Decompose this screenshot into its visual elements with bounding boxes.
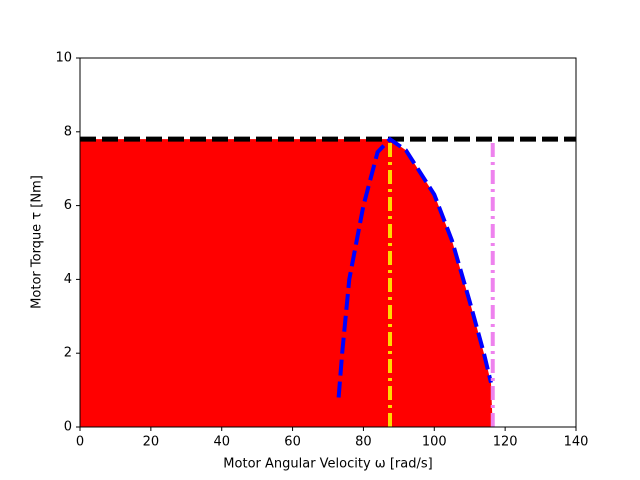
- y-tick-label: 0: [64, 420, 72, 435]
- x-tick-label: 60: [284, 435, 301, 450]
- x-tick-label: 100: [422, 435, 447, 450]
- x-tick-label: 140: [564, 435, 589, 450]
- plot-area: [80, 136, 576, 427]
- x-tick-label: 20: [143, 435, 160, 450]
- x-tick-label: 0: [76, 435, 84, 450]
- y-tick-label: 10: [55, 51, 72, 66]
- y-tick-label: 8: [64, 124, 72, 139]
- x-tick-label: 80: [355, 435, 372, 450]
- x-tick-label: 120: [493, 435, 518, 450]
- filled-area: [80, 139, 493, 427]
- y-tick-label: 2: [64, 346, 72, 361]
- x-axis-label: Motor Angular Velocity ω [rad/s]: [223, 457, 432, 472]
- line: [336, 136, 493, 398]
- axes-frame: [79, 57, 577, 428]
- x-tick-label: 40: [213, 435, 230, 450]
- y-axis-label: Motor Torque τ [Nm]: [30, 175, 45, 309]
- y-tick-label: 4: [64, 272, 72, 287]
- y-tick-label: 6: [64, 198, 72, 213]
